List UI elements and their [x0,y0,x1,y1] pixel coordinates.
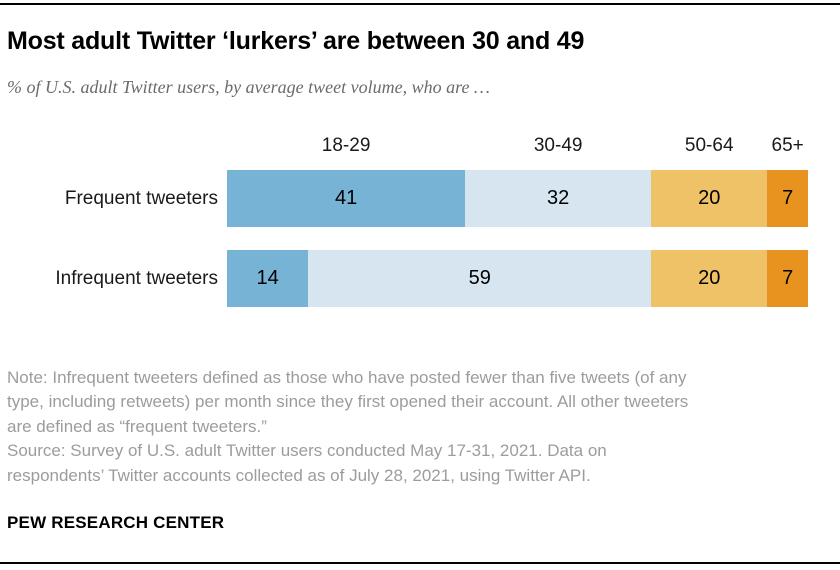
stacked-bar: 14 59 20 7 [227,250,808,307]
chart-title: Most adult Twitter ‘lurkers’ are between… [7,27,585,55]
chart-subtitle: % of U.S. adult Twitter users, by averag… [7,77,490,97]
source-text: Source: Survey of U.S. adult Twitter use… [7,439,688,488]
pew-research-center-wordmark: PEW RESEARCH CENTER [7,513,225,532]
segment-value-label: 20 [698,187,721,209]
stacked-bar: 41 32 20 7 [227,170,808,227]
bottom-rule [0,562,840,564]
bar-row: Infrequent tweeters 14 59 20 7 [0,250,840,307]
note-line: are defined as “frequent tweeters.” [7,416,267,436]
row-label: Infrequent tweeters [55,267,218,289]
category-label: 50-64 [684,135,734,156]
segment-value-label: 20 [698,267,721,289]
segment-value-label: 14 [256,267,279,289]
category-label: 18-29 [321,135,371,156]
segment-value-label: 32 [547,187,570,209]
segment-value-label: 59 [468,267,491,289]
note-line: Note: Infrequent tweeters defined as tho… [7,368,687,387]
bar-row: Frequent tweeters 41 32 20 7 [0,170,840,227]
note-text: Note: Infrequent tweeters defined as tho… [7,366,688,439]
footnote-block: Note: Infrequent tweeters defined as tho… [7,366,688,488]
category-label: 30-49 [533,135,583,156]
source-line: respondents’ Twitter accounts collected … [7,465,591,485]
top-rule [0,3,840,5]
source-line: Source: Survey of U.S. adult Twitter use… [7,441,607,461]
row-label: Frequent tweeters [64,187,218,209]
bar-segment: 41 [227,170,466,227]
segment-value-label: 41 [334,187,358,209]
category-label: 65+ [771,135,804,156]
bar-segment: 20 [651,250,768,307]
bar-segment: 14 [227,250,309,307]
bar-segment: 20 [651,170,768,227]
bar-segment: 7 [767,170,808,227]
segment-value-label: 7 [782,267,794,289]
segment-value-label: 7 [782,187,794,209]
bar-segment: 59 [308,250,652,307]
bar-segment: 32 [465,170,652,227]
category-labels-row: 18-29 30-49 50-64 65+ [227,135,808,156]
bar-segment: 7 [767,250,808,307]
note-line: type, including retweets) per month sinc… [7,392,689,412]
